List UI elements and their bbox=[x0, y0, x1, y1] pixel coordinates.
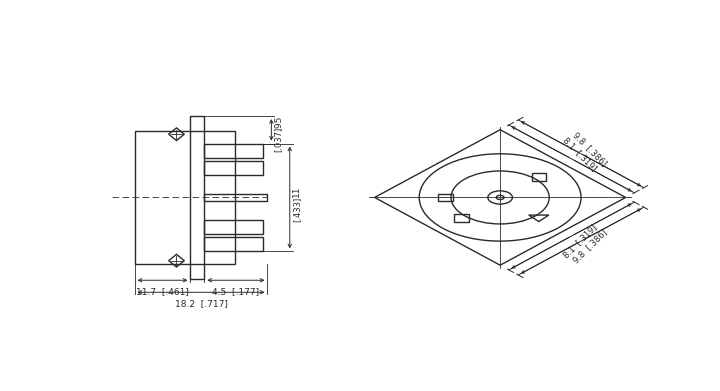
Text: 18.2  [.717]: 18.2 [.717] bbox=[175, 299, 228, 308]
Text: [.433]: [.433] bbox=[292, 197, 301, 222]
Text: 4.5  [.177]: 4.5 [.177] bbox=[212, 287, 259, 296]
Text: .95: .95 bbox=[274, 115, 282, 129]
Text: 8.1  [.319]: 8.1 [.319] bbox=[562, 222, 599, 259]
Text: 11.7  [.461]: 11.7 [.461] bbox=[136, 287, 189, 296]
Text: 8.1  [.319]: 8.1 [.319] bbox=[562, 136, 599, 173]
Text: [.037]: [.037] bbox=[274, 126, 282, 152]
Text: 9.8  [.386]: 9.8 [.386] bbox=[571, 227, 608, 264]
Text: 11: 11 bbox=[292, 186, 301, 197]
Text: 9.8  [.386]: 9.8 [.386] bbox=[571, 131, 608, 168]
